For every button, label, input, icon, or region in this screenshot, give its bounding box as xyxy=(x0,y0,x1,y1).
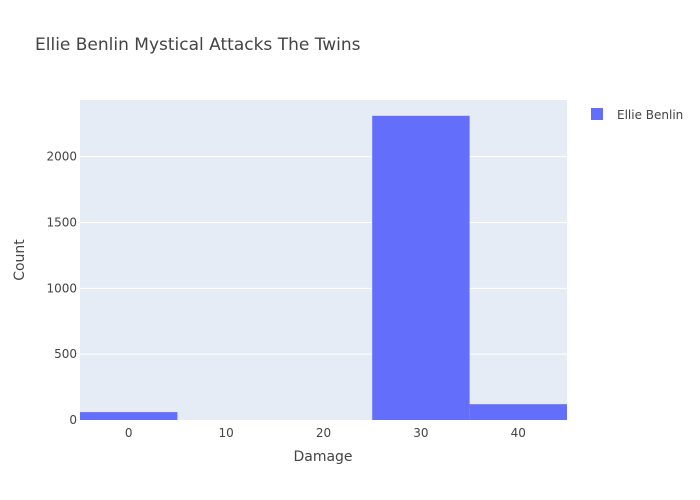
x-tick-label: 20 xyxy=(316,426,331,440)
y-tick-label: 0 xyxy=(69,413,77,427)
x-tick-labels: 0 10 20 30 40 xyxy=(125,426,526,440)
legend-label[interactable]: Ellie Benlin xyxy=(617,108,683,122)
histogram-bar[interactable] xyxy=(372,115,470,421)
x-tick-label: 30 xyxy=(413,426,428,440)
y-tick-label: 1000 xyxy=(46,281,77,295)
legend-swatch[interactable] xyxy=(591,108,603,120)
plot-area xyxy=(80,100,567,420)
chart-title: Ellie Benlin Mystical Attacks The Twins xyxy=(35,35,361,55)
y-tick-label: 500 xyxy=(54,347,77,361)
x-tick-label: 10 xyxy=(218,426,233,440)
histogram-bar[interactable] xyxy=(469,404,567,420)
y-tick-labels: 0 500 1000 1500 2000 xyxy=(46,150,77,427)
x-axis-title: Damage xyxy=(293,449,352,465)
bars xyxy=(80,115,567,421)
legend[interactable]: Ellie Benlin xyxy=(591,108,683,122)
y-axis-title: Count xyxy=(12,239,28,281)
y-tick-label: 1500 xyxy=(46,215,77,229)
histogram-bar[interactable] xyxy=(80,412,178,420)
x-tick-label: 0 xyxy=(125,426,133,440)
y-tick-label: 2000 xyxy=(46,150,77,164)
gridlines xyxy=(80,156,567,355)
x-tick-label: 40 xyxy=(511,426,526,440)
